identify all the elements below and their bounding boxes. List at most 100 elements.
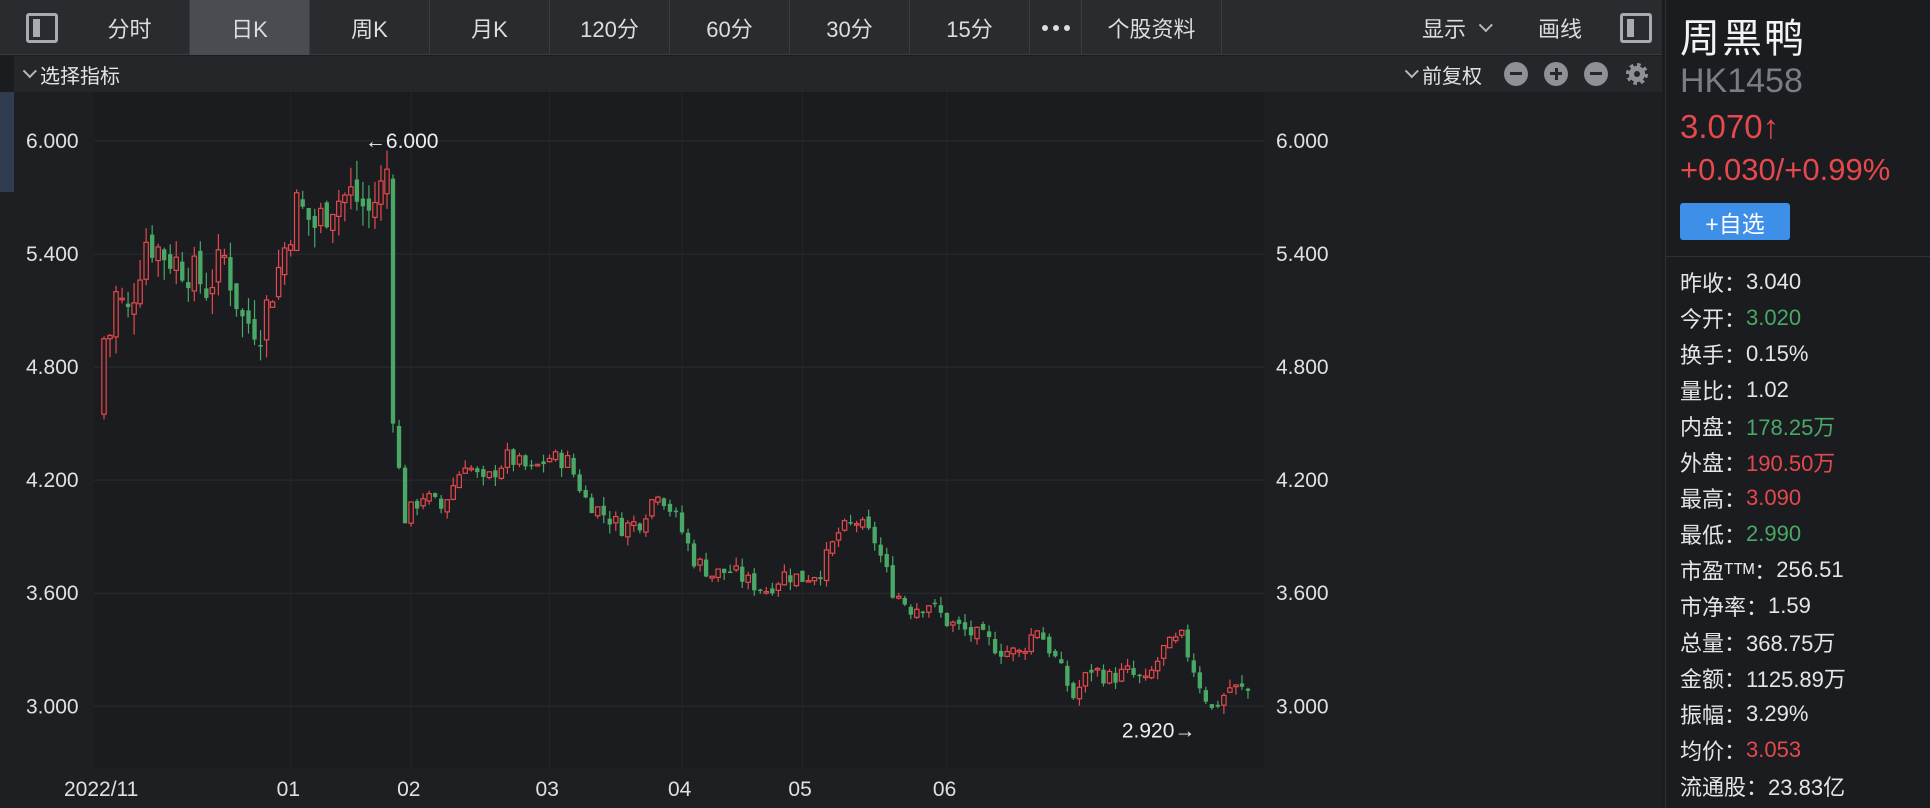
right-panel-toggle-icon[interactable] (1620, 13, 1652, 43)
add-to-watchlist-button[interactable]: +自选 (1680, 203, 1790, 240)
candle (709, 575, 715, 583)
candle (673, 507, 679, 518)
candle (1148, 666, 1155, 680)
candle-body (944, 612, 950, 627)
candle-body (613, 515, 619, 524)
y-tick-label-right: 5.400 (1276, 243, 1329, 266)
candle-body (215, 249, 222, 283)
stat-row: 内盘： 178.25万 (1680, 408, 1925, 444)
candle-body (697, 558, 703, 566)
draw-line-button[interactable]: 画线 (1538, 16, 1583, 42)
candle (198, 241, 203, 294)
candle-body (1076, 686, 1083, 700)
candle (890, 556, 895, 599)
candle (221, 248, 228, 265)
candle (336, 189, 342, 236)
candle-body (1172, 636, 1179, 642)
candle (209, 269, 216, 315)
stock-profile-button[interactable]: 个股资料 (1082, 0, 1222, 55)
price-change: +0.030/+0.99% (1680, 152, 1891, 187)
candle (1178, 629, 1185, 639)
candle (752, 568, 757, 596)
candle-body (637, 523, 643, 531)
candle-body (414, 500, 420, 509)
candle-body (829, 541, 836, 554)
candle-body (1209, 704, 1215, 708)
tab-120min[interactable]: 120分 (550, 0, 670, 55)
y-tick-label-right: 4.200 (1276, 469, 1329, 492)
candle (119, 287, 125, 304)
candle-body (1160, 644, 1167, 659)
candle-body (703, 559, 709, 577)
tab-weekly-k[interactable]: 周K (310, 0, 430, 55)
candle (263, 295, 270, 358)
candle-body (805, 579, 812, 583)
y-tick-label-left: 4.200 (26, 469, 79, 492)
candle (1185, 624, 1190, 662)
candle-body (456, 474, 463, 489)
select-indicator-dropdown[interactable]: 选择指标 (14, 60, 120, 89)
candle-body (534, 463, 541, 467)
candle (546, 454, 553, 463)
candle (1106, 668, 1113, 685)
candle (150, 225, 155, 263)
y-tick-label-right: 3.000 (1276, 695, 1329, 718)
candle-body (788, 575, 793, 583)
tab-monthly-k[interactable]: 月K (430, 0, 550, 55)
candle-body (287, 244, 294, 251)
price-adjust-dropdown[interactable]: 前复权 (1404, 60, 1482, 89)
candle (312, 208, 317, 248)
candle-body (1118, 668, 1125, 682)
candle-body (649, 499, 655, 517)
stat-value: 0.15% (1746, 341, 1809, 366)
candle (962, 614, 968, 637)
display-menu[interactable]: 显示 (1422, 0, 1493, 55)
candle-body (583, 490, 588, 498)
candle (1059, 651, 1064, 664)
candle-body (498, 467, 505, 479)
stat-row: 金额： 1125.89万 (1680, 660, 1925, 696)
stat-row: 均价： 3.053 (1680, 732, 1925, 768)
stat-label: 流通股： (1680, 775, 1769, 800)
tab-daily-k[interactable]: 日K (190, 0, 310, 55)
tab-intraday[interactable]: 分时 (70, 0, 190, 55)
candle (637, 522, 643, 534)
candle-body (312, 215, 317, 228)
tab-60min[interactable]: 60分 (670, 0, 790, 55)
candle-body (775, 583, 782, 591)
stock-code: HK1458 (1680, 62, 1803, 100)
candle-body (841, 520, 848, 531)
candle (974, 626, 980, 645)
candle (763, 586, 770, 595)
candle (649, 498, 655, 520)
y-tick-label-left: 3.600 (26, 582, 79, 605)
tab-15min[interactable]: 15分 (910, 0, 1030, 55)
candle (137, 259, 143, 308)
kline-chart[interactable]: 6.000 6.000 5.400 5.400 4.800 4.800 4.200 4.200… (14, 92, 1662, 808)
candle-body (589, 497, 594, 514)
stat-label: 换手： (1680, 343, 1747, 368)
candle-body (348, 186, 354, 196)
candle-body (1148, 669, 1155, 679)
candle (619, 512, 624, 537)
candle-body (1166, 636, 1173, 649)
candle-body (150, 234, 155, 258)
candle (234, 283, 239, 317)
candle-body (1071, 682, 1076, 699)
candle (1142, 668, 1149, 681)
candle-body (1028, 634, 1034, 653)
tab-30min[interactable]: 30分 (790, 0, 910, 55)
kline-chart-svg[interactable]: 6.000 6.000 5.400 5.400 4.800 4.800 4.200 4.200… (14, 92, 1662, 808)
candle (468, 465, 475, 472)
settings-gear-icon[interactable] (1624, 61, 1650, 87)
candle-body (275, 266, 282, 298)
left-panel-toggle-icon[interactable] (26, 13, 58, 43)
candle-body (872, 526, 877, 544)
x-tick-label: 03 (536, 778, 559, 801)
zoom-in-icon[interactable] (1544, 62, 1568, 86)
collapse-icon[interactable] (1584, 62, 1608, 86)
candle-body (1239, 683, 1245, 687)
zoom-out-icon[interactable] (1504, 62, 1528, 86)
more-tabs-button[interactable] (1030, 0, 1082, 55)
candle-body (625, 522, 631, 538)
